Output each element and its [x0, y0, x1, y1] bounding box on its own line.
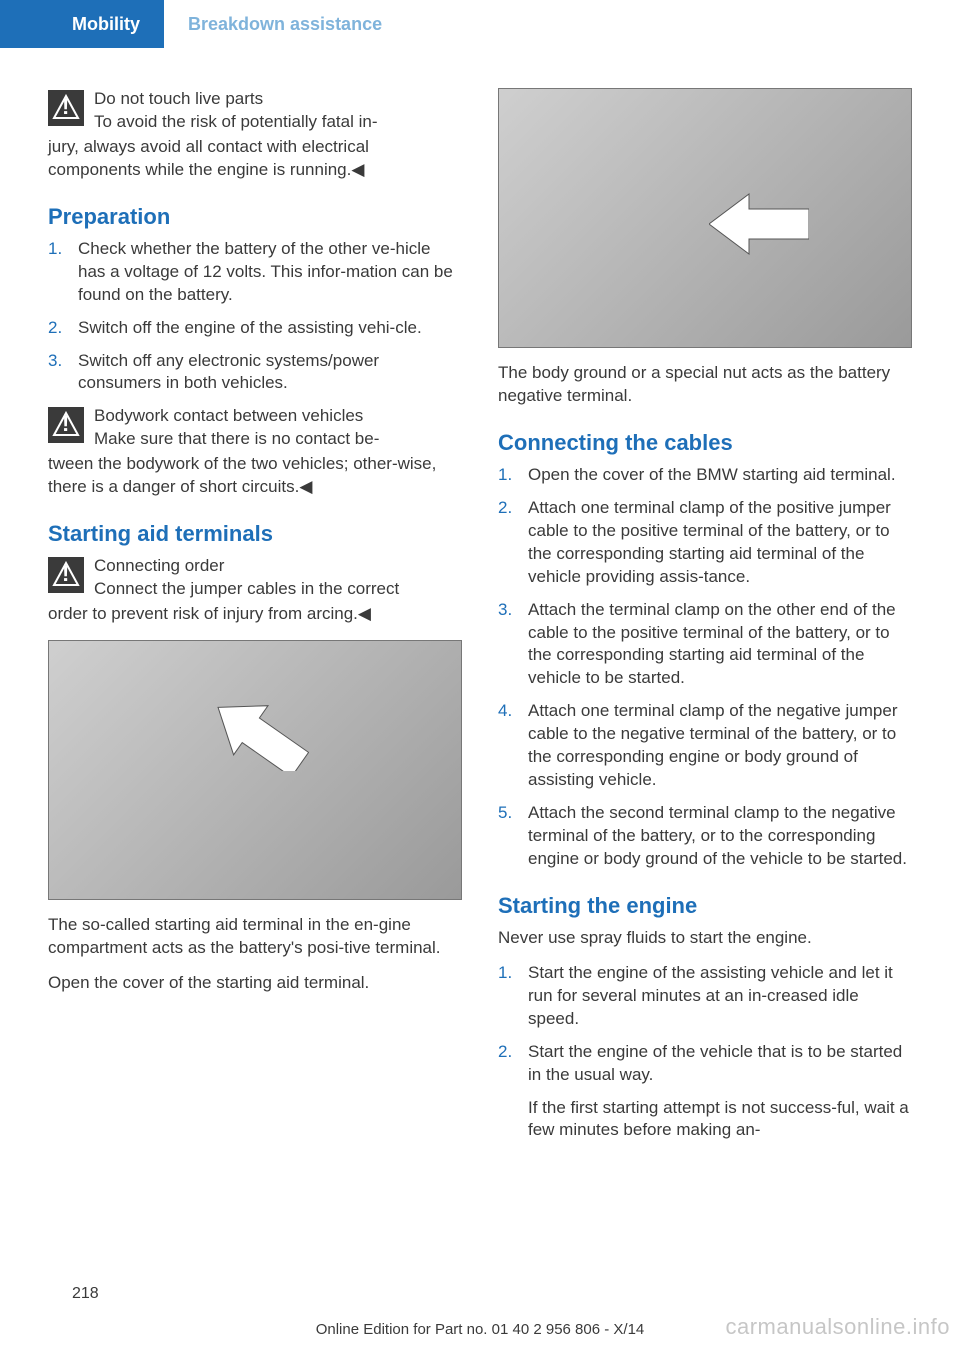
- list-item: Check whether the battery of the other v…: [48, 238, 462, 307]
- heading-starting-aid-terminals: Starting aid terminals: [48, 521, 462, 547]
- warning-connecting-order: Connecting order Connect the jumper cabl…: [48, 555, 462, 601]
- page-header: Mobility Breakdown assistance: [0, 0, 960, 48]
- warning-icon: [48, 557, 84, 593]
- warning-continuation: jury, always avoid all contact with elec…: [48, 136, 462, 182]
- header-tab-breakdown: Breakdown assistance: [164, 0, 406, 48]
- warning-continuation: order to prevent risk of injury from arc…: [48, 603, 462, 626]
- warning-bodywork: Bodywork contact between vehicles Make s…: [48, 405, 462, 451]
- list-item: Open the cover of the BMW starting aid t…: [498, 464, 912, 487]
- warning-body: Connect the jumper cables in the correct: [94, 579, 399, 598]
- list-item: Attach the second terminal clamp to the …: [498, 802, 912, 871]
- warning-icon: [48, 407, 84, 443]
- list-item: Start the engine of the assisting vehicl…: [498, 962, 912, 1031]
- warning-body: To avoid the risk of potentially fatal i…: [94, 112, 377, 131]
- heading-preparation: Preparation: [48, 204, 462, 230]
- warning-body: Make sure that there is no contact be‐: [94, 429, 379, 448]
- list-item: Start the engine of the vehicle that is …: [498, 1041, 912, 1087]
- preparation-list: Check whether the battery of the other v…: [48, 238, 462, 396]
- list-item: Switch off any electronic systems/power …: [48, 350, 462, 396]
- starting-note: If the first starting attempt is not suc…: [498, 1097, 912, 1143]
- warning-live-parts: Do not touch live parts To avoid the ris…: [48, 88, 462, 134]
- heading-connecting-cables: Connecting the cables: [498, 430, 912, 456]
- page-number: 218: [72, 1285, 912, 1303]
- warning-continuation: tween the bodywork of the two vehicles; …: [48, 453, 462, 499]
- warning-text: Do not touch live parts To avoid the ris…: [94, 88, 377, 134]
- right-column: The body ground or a special nut acts as…: [498, 88, 912, 1152]
- cables-list: Open the cover of the BMW starting aid t…: [498, 464, 912, 871]
- warning-title: Do not touch live parts: [94, 89, 263, 108]
- starting-list: Start the engine of the assisting vehicl…: [498, 962, 912, 1087]
- watermark: carmanualsonline.info: [725, 1314, 950, 1340]
- header-tab-mobility: Mobility: [0, 0, 164, 48]
- list-item: Attach one terminal clamp of the negativ…: [498, 700, 912, 792]
- warning-icon: [48, 90, 84, 126]
- list-item: Switch off the engine of the assisting v…: [48, 317, 462, 340]
- figure-starting-aid-terminal: [48, 640, 462, 900]
- left-column: Do not touch live parts To avoid the ris…: [48, 88, 462, 1152]
- warning-text: Bodywork contact between vehicles Make s…: [94, 405, 379, 451]
- content-area: Do not touch live parts To avoid the ris…: [0, 48, 960, 1152]
- heading-starting-engine: Starting the engine: [498, 893, 912, 919]
- starting-intro: Never use spray fluids to start the engi…: [498, 927, 912, 950]
- warning-title: Bodywork contact between vehicles: [94, 406, 363, 425]
- warning-text: Connecting order Connect the jumper cabl…: [94, 555, 399, 601]
- figure-caption: The body ground or a special nut acts as…: [498, 362, 912, 408]
- list-item: Attach the terminal clamp on the other e…: [498, 599, 912, 691]
- figure-note: Open the cover of the starting aid termi…: [48, 972, 462, 995]
- warning-title: Connecting order: [94, 556, 224, 575]
- list-item: Attach one terminal clamp of the positiv…: [498, 497, 912, 589]
- figure-caption: The so-called starting aid terminal in t…: [48, 914, 462, 960]
- figure-body-ground: [498, 88, 912, 348]
